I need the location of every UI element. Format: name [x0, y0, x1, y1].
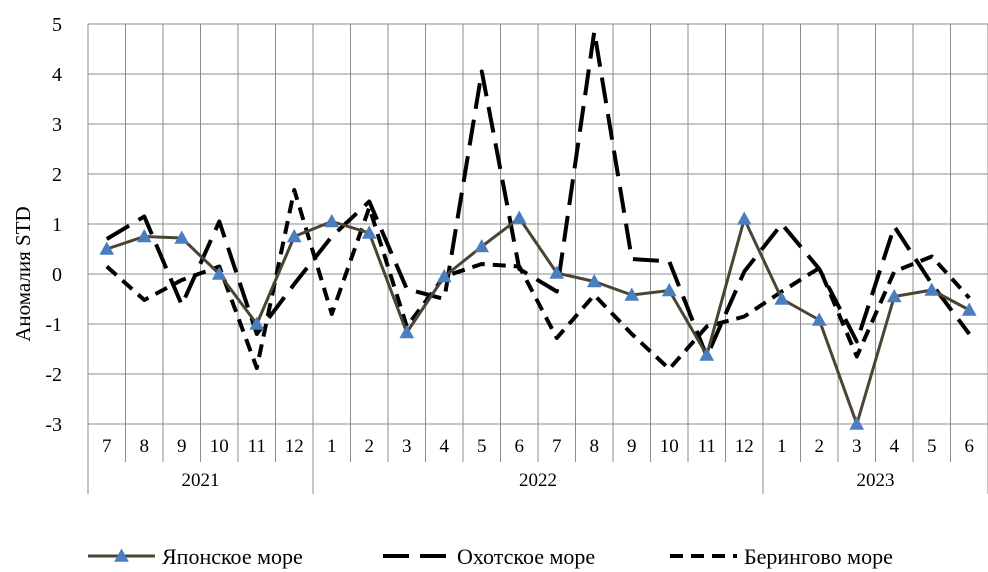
x-category-label: 1 [327, 436, 337, 457]
x-category-label: 6 [965, 436, 975, 457]
year-group-label: 2021 [182, 470, 220, 491]
series-1-marker [474, 238, 490, 253]
x-category-label: 10 [660, 436, 679, 457]
series-1-marker [586, 273, 602, 288]
y-tick-label: 3 [52, 114, 62, 136]
legend-label-3: Берингово море [744, 544, 893, 569]
x-category-label: 6 [515, 436, 525, 457]
series-1-marker [886, 288, 902, 303]
x-category-label: 2 [365, 436, 375, 457]
x-category-label: 9 [177, 436, 187, 457]
x-category-label: 12 [735, 436, 754, 457]
y-tick-label: 5 [52, 14, 62, 36]
x-category-label: 3 [852, 436, 862, 457]
series-1-marker [624, 287, 640, 301]
series-1-marker [174, 230, 190, 244]
x-category-label: 3 [402, 436, 412, 457]
series-1-marker [136, 228, 152, 243]
series-line-1 [106, 216, 971, 426]
y-axis-ticks: -3 -2 -1 0 1 2 3 4 5 [45, 14, 62, 436]
series-1-marker [736, 211, 752, 225]
legend-label-2: Охотское море [457, 544, 595, 569]
series-1-marker [811, 312, 827, 326]
legend-label-1: Японское море [162, 544, 303, 569]
series-1-marker [699, 347, 715, 361]
x-axis-years: 2021 2022 2023 [182, 470, 895, 491]
x-category-label: 11 [248, 436, 266, 457]
legend-marker-1 [114, 548, 129, 562]
x-category-label: 11 [698, 436, 716, 457]
series-1-marker [249, 316, 265, 330]
x-category-label: 10 [210, 436, 229, 457]
legend: Японское море Охотское море Берингово море [88, 544, 893, 569]
series-1-marker [211, 266, 227, 280]
series-line-2 [105, 29, 971, 359]
x-category-label: 12 [285, 436, 304, 457]
series-1-marker [774, 291, 790, 305]
series-1-marker [661, 282, 677, 297]
y-tick-label: -1 [45, 314, 62, 336]
x-category-label: 1 [777, 436, 787, 457]
x-category-label: 8 [140, 436, 150, 457]
x-category-label: 4 [440, 436, 450, 457]
y-axis-label: Аномалия STD [11, 206, 35, 341]
x-category-label: 7 [552, 436, 562, 457]
grid [87, 23, 988, 425]
y-tick-label: 1 [52, 214, 62, 236]
x-axis-categories: 7 8 9 10 11 12 1 2 3 4 5 6 7 8 9 10 11 12 1 2 3 4 5 6 [102, 436, 974, 457]
axes [87, 24, 988, 494]
x-category-label: 4 [890, 436, 900, 457]
y-tick-label: -3 [45, 414, 62, 436]
series-1-marker [286, 228, 302, 243]
y-tick-label: 4 [52, 64, 62, 86]
y-tick-label: 0 [52, 264, 62, 286]
year-group-label: 2022 [519, 470, 557, 491]
series-line-3 [105, 188, 971, 371]
series-1-marker [549, 265, 565, 279]
series-1-marker [361, 225, 377, 239]
x-category-label: 8 [590, 436, 600, 457]
x-category-label: 9 [627, 436, 637, 457]
series-1-marker [849, 416, 865, 430]
x-category-label: 2 [815, 436, 825, 457]
y-tick-label: 2 [52, 164, 62, 186]
series-1-marker [924, 282, 940, 296]
series-1-marker [511, 210, 527, 224]
series-lines [105, 29, 971, 426]
x-category-label: 5 [477, 436, 487, 457]
year-group-label: 2023 [857, 470, 895, 491]
x-category-label: 7 [102, 436, 112, 457]
x-category-label: 5 [927, 436, 937, 457]
y-tick-label: -2 [45, 364, 62, 386]
series-1-marker [99, 241, 115, 255]
series-1-marker [399, 324, 415, 339]
series-1-marker [324, 213, 340, 228]
series-1-marker [961, 302, 977, 316]
series-1-marker [436, 268, 452, 283]
series-markers [99, 210, 977, 430]
